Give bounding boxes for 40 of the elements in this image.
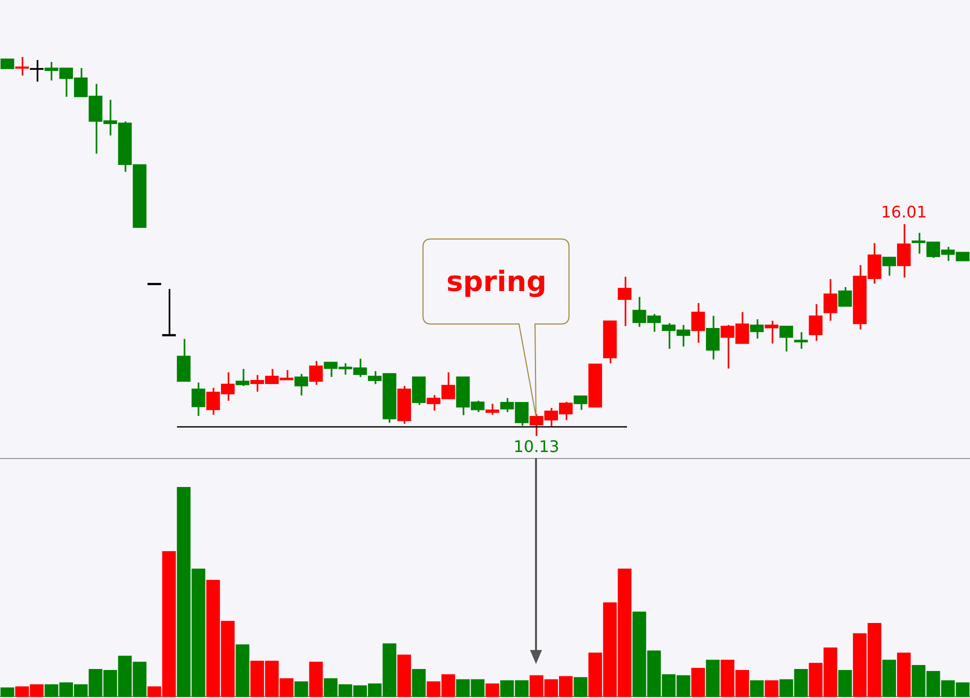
bar xyxy=(882,660,896,697)
annotation: 16.01 xyxy=(880,202,927,222)
bar xyxy=(486,683,500,697)
candlestick xyxy=(162,288,176,337)
candlestick xyxy=(486,402,500,416)
bar xyxy=(706,660,720,697)
candlestick xyxy=(0,58,14,70)
bar xyxy=(309,662,323,697)
candlestick xyxy=(691,302,705,344)
bar xyxy=(838,670,852,697)
annotation: 10.13 xyxy=(514,437,560,456)
bar xyxy=(897,652,911,697)
candlestick xyxy=(750,318,764,340)
bar xyxy=(294,681,308,697)
bar xyxy=(397,654,411,697)
bar xyxy=(0,687,14,697)
bar xyxy=(750,680,764,697)
candlestick xyxy=(882,256,896,276)
bar xyxy=(412,668,426,697)
candlestick xyxy=(294,373,308,396)
bar xyxy=(691,668,705,697)
candlestick xyxy=(192,382,206,417)
candlestick xyxy=(808,303,823,342)
candlestick xyxy=(30,59,44,82)
candlestick xyxy=(618,276,632,327)
candlestick xyxy=(838,286,852,308)
bar xyxy=(764,680,778,697)
candlestick xyxy=(794,331,808,350)
candlestick xyxy=(824,278,838,322)
candlestick xyxy=(309,360,323,386)
candlestick xyxy=(779,325,794,352)
candlestick xyxy=(764,320,778,344)
bar xyxy=(236,644,250,697)
candlestick xyxy=(706,315,720,360)
annotation: spring xyxy=(445,264,548,300)
candlestick xyxy=(574,395,588,411)
bar xyxy=(574,677,588,697)
candlestick xyxy=(15,56,29,76)
candlestick xyxy=(236,368,250,387)
candlestick xyxy=(897,223,911,278)
